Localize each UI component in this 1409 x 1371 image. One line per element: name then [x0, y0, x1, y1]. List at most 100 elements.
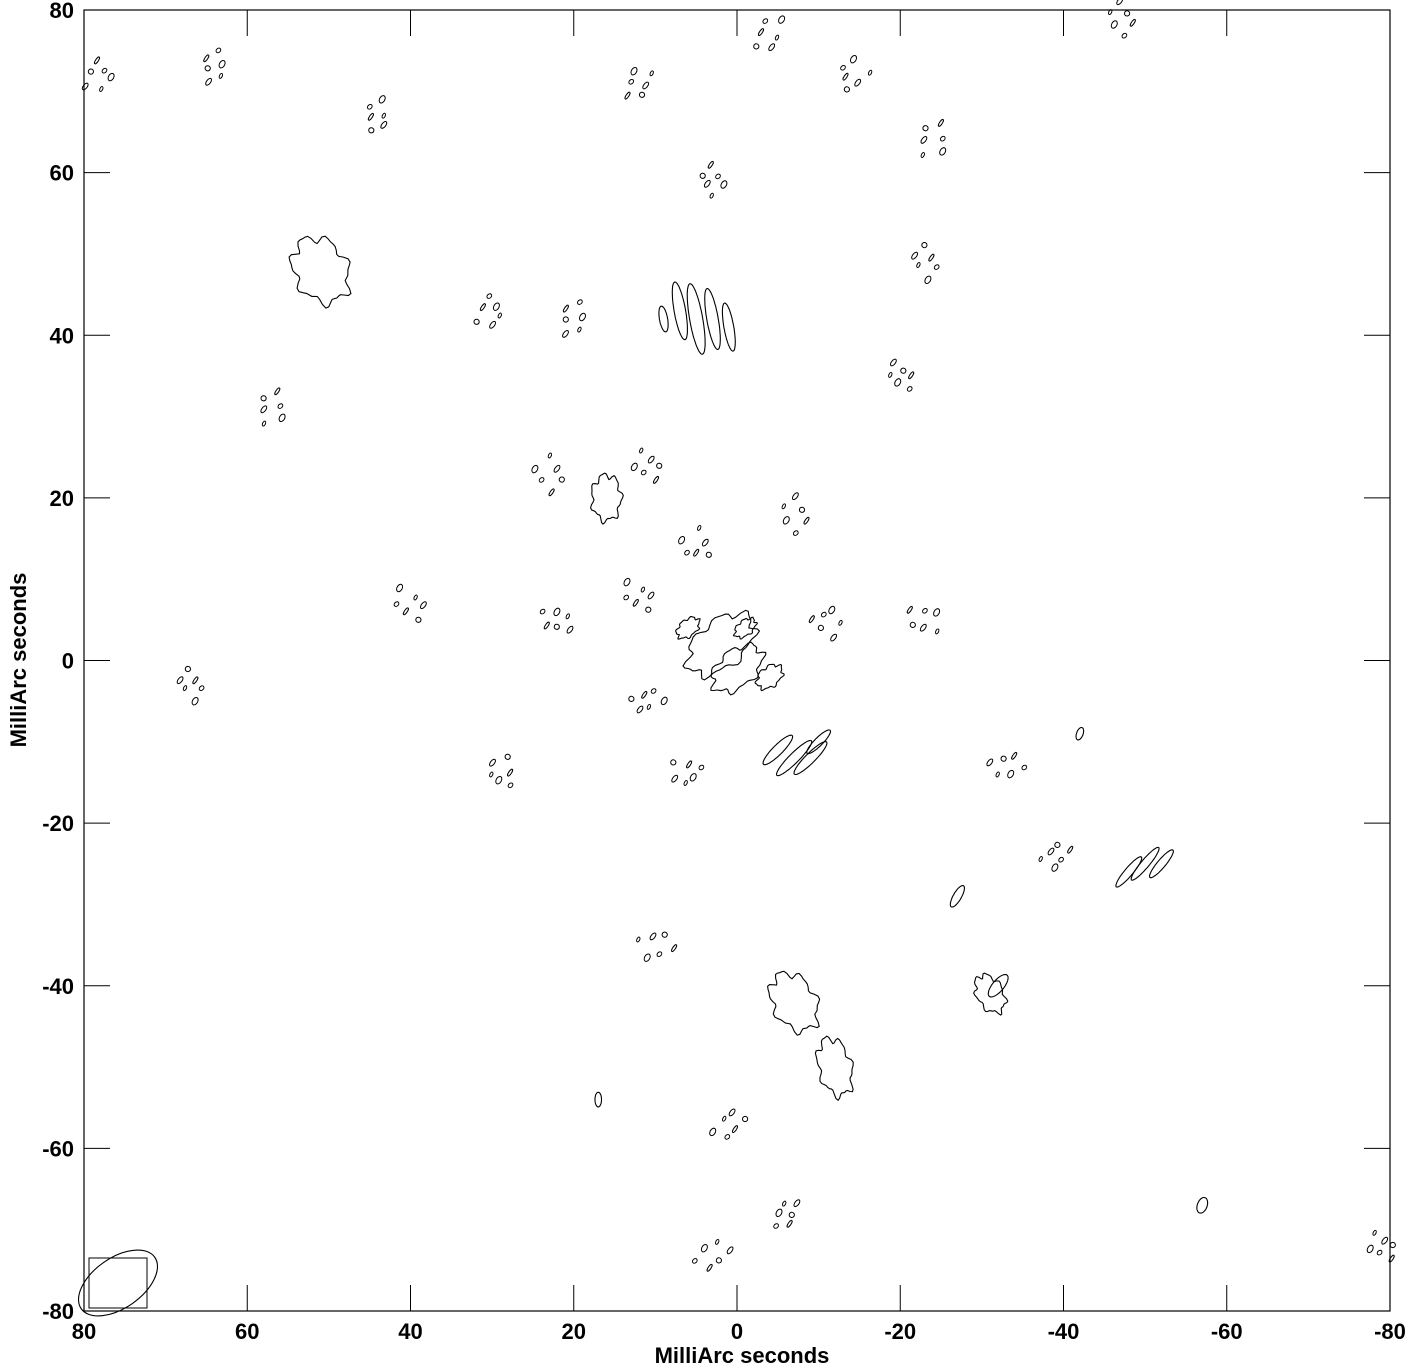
speckle-contour	[553, 464, 561, 473]
x-tick-label: -40	[1048, 1319, 1080, 1344]
speckle-contour	[278, 413, 286, 422]
speckle-contour	[547, 452, 553, 459]
speckle-contour	[647, 591, 655, 600]
speckle-contour	[641, 690, 648, 699]
speckle-contour	[553, 607, 561, 617]
speckle-contour	[715, 1257, 723, 1264]
speckle-contour	[652, 475, 660, 484]
speckle-cluster	[630, 447, 663, 484]
contour-line	[973, 972, 1009, 1016]
speckle-contour	[709, 1127, 717, 1137]
speckle-contour	[778, 15, 786, 24]
speckle-contour	[1038, 856, 1043, 862]
speckle-cluster	[203, 47, 226, 86]
speckle-cluster	[691, 1238, 734, 1272]
speckle-contour	[204, 65, 211, 72]
contour-line	[594, 1091, 603, 1108]
speckle-cluster	[623, 577, 655, 613]
speckle-cluster	[562, 299, 587, 338]
contour-line	[987, 974, 1009, 998]
speckle-contour	[678, 536, 686, 545]
contour-line	[710, 641, 767, 696]
x-axis-title: MilliArc seconds	[655, 1343, 830, 1368]
speckle-contour	[689, 773, 697, 782]
speckle-contour	[920, 152, 925, 158]
speckle-contour	[722, 1115, 727, 1122]
speckle-contour	[632, 598, 639, 607]
speckle-cluster	[636, 931, 678, 962]
contour-line	[721, 302, 736, 352]
speckle-contour	[184, 665, 191, 673]
speckle-contour	[808, 615, 815, 624]
speckle-contour	[640, 586, 646, 593]
speckle-contour	[706, 1263, 713, 1272]
speckle-contour	[277, 403, 284, 409]
speckle-contour	[176, 676, 184, 685]
speckle-contour	[773, 1223, 779, 1229]
speckle-contour	[548, 488, 555, 497]
speckle-contour	[566, 625, 574, 634]
speckle-cluster	[489, 753, 514, 789]
speckle-contour	[81, 82, 89, 91]
speckle-contour	[368, 127, 375, 134]
speckle-contour	[497, 312, 502, 319]
speckle-cluster	[709, 1108, 749, 1140]
speckle-contour	[788, 1211, 795, 1219]
speckle-contour	[366, 104, 373, 110]
speckle-contour	[656, 951, 663, 957]
speckle-cluster	[808, 605, 843, 642]
speckle-contour	[715, 1238, 720, 1245]
y-tick-label: 40	[50, 323, 74, 348]
speckle-contour	[628, 79, 635, 85]
speckle-contour	[624, 91, 631, 100]
speckle-contour	[489, 771, 494, 778]
speckle-contour	[1366, 1244, 1374, 1254]
speckle-contour	[671, 774, 679, 783]
speckle-contour	[715, 173, 721, 180]
speckle-contour	[867, 69, 873, 76]
speckle-contour	[489, 758, 496, 767]
speckle-contour	[854, 78, 862, 87]
speckle-contour	[741, 1115, 749, 1123]
speckle-contour	[473, 318, 480, 325]
speckle-contour	[539, 608, 546, 615]
speckle-contour	[684, 549, 690, 556]
x-tick-label: 60	[235, 1319, 259, 1344]
speckle-contour	[753, 43, 760, 50]
y-tick-label: -80	[42, 1299, 74, 1324]
speckle-contour	[921, 242, 928, 249]
speckle-cluster	[678, 524, 712, 558]
y-tick-label: -60	[42, 1136, 74, 1161]
contour-line	[682, 609, 761, 681]
speckle-contour	[782, 516, 790, 525]
speckle-contour	[920, 136, 928, 144]
contour-line	[704, 288, 721, 350]
contour-line	[1148, 849, 1174, 879]
speckle-contour	[908, 371, 915, 380]
speckle-contour	[623, 577, 631, 587]
contour-line	[949, 884, 965, 908]
speckle-cluster	[81, 56, 115, 92]
speckle-contour	[781, 503, 786, 510]
speckle-contour	[381, 112, 386, 119]
speckle-contour	[922, 125, 929, 132]
speckle-contour	[803, 516, 810, 525]
y-tick-label: -40	[42, 974, 74, 999]
speckle-contour	[889, 358, 897, 367]
speckle-contour	[1067, 845, 1074, 854]
contour-line	[1196, 1196, 1209, 1214]
speckle-contour	[577, 326, 582, 333]
y-tick-label: -20	[42, 811, 74, 836]
beam-box	[77, 1249, 159, 1317]
speckle-contour	[894, 378, 902, 387]
speckle-contour	[820, 611, 827, 618]
speckle-contour	[215, 47, 222, 54]
speckle-contour	[646, 703, 652, 710]
speckle-contour	[1007, 769, 1015, 779]
speckle-cluster	[840, 55, 873, 93]
speckle-contour	[791, 492, 799, 501]
speckle-contour	[636, 705, 644, 714]
speckle-contour	[683, 780, 688, 786]
contour-line	[767, 970, 821, 1036]
speckle-contour	[840, 65, 846, 71]
